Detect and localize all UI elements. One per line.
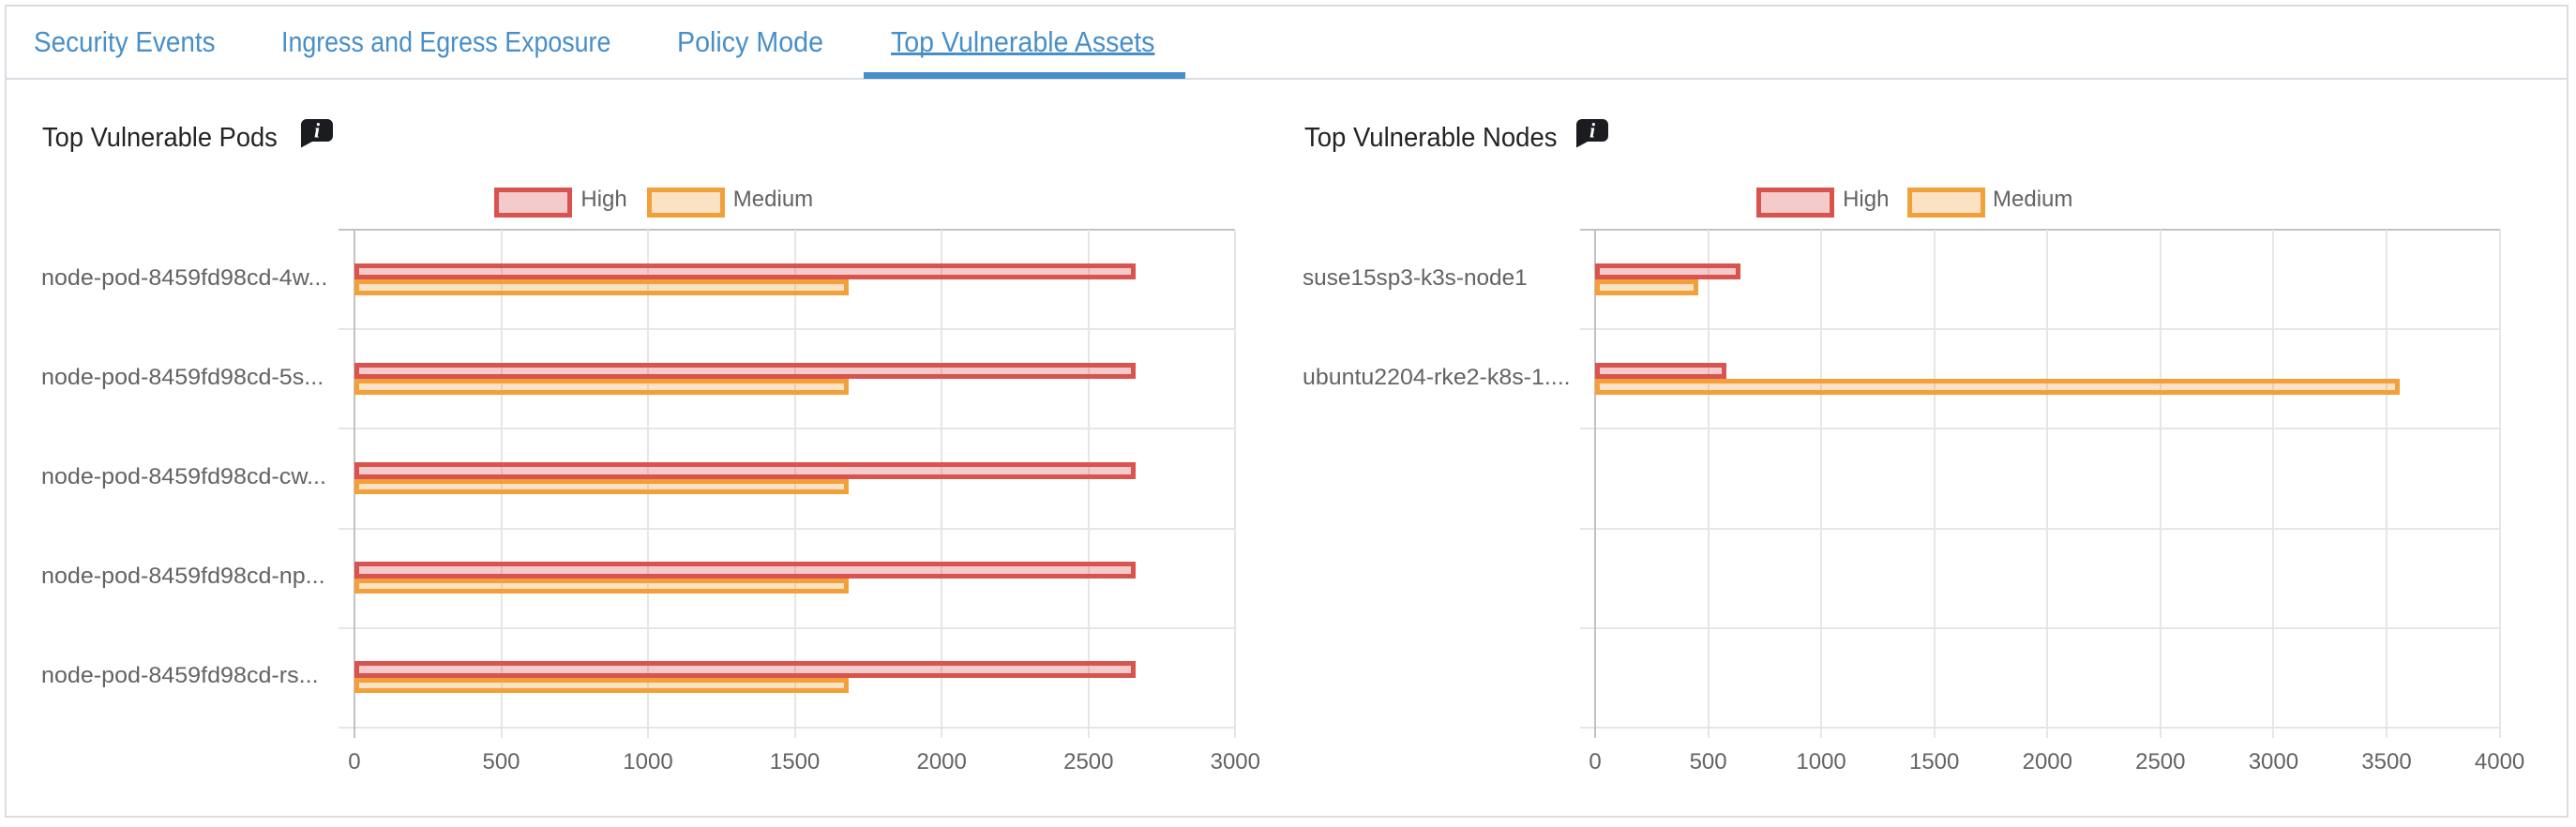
svg-text:i: i xyxy=(314,119,321,143)
svg-text:i: i xyxy=(1589,119,1596,143)
